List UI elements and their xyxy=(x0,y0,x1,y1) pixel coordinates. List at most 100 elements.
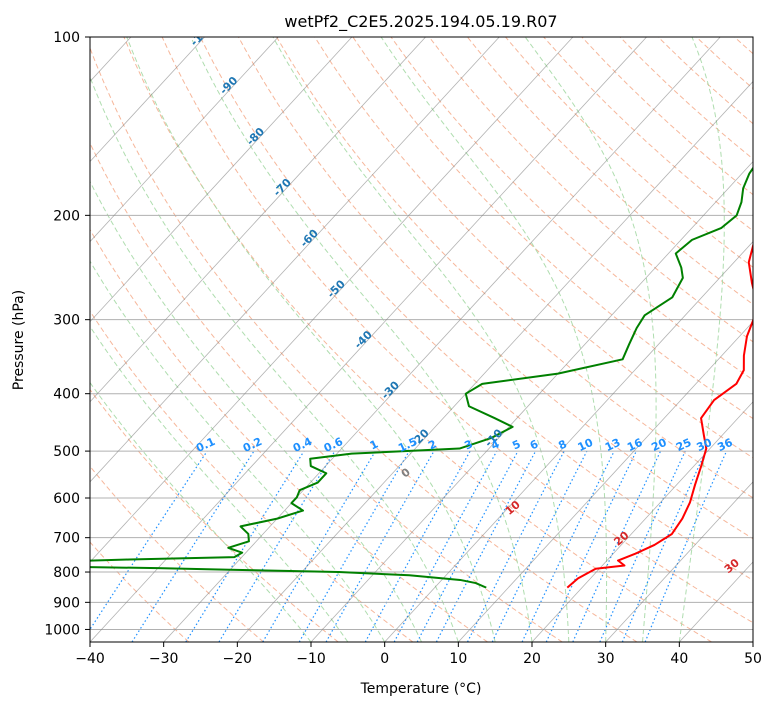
mixing-ratio-line xyxy=(416,450,519,642)
isotherm-gridline xyxy=(90,37,279,243)
dewpoint-profile-line xyxy=(90,166,753,589)
isotherm-label: -90 xyxy=(217,74,240,97)
mixing-ratio-label: 0.4 xyxy=(291,435,314,455)
isotherm-gridline xyxy=(90,37,426,403)
x-tick-label: −20 xyxy=(223,651,253,667)
dry-adiabat-line xyxy=(90,46,638,642)
temperature-profile-line xyxy=(566,242,753,589)
plot-frame xyxy=(89,36,754,643)
isotherm-label: -60 xyxy=(298,227,321,250)
dry-adiabat-line xyxy=(428,37,753,343)
mixing-ratio-line xyxy=(521,450,615,642)
dry-adiabat-line xyxy=(90,465,264,642)
dry-adiabat-line xyxy=(352,37,753,420)
mixing-ratio-label: 25 xyxy=(674,436,693,454)
isotherm-gridline xyxy=(90,37,647,642)
chart-title: wetPf2_C2E5.2025.194.05.19.R07 xyxy=(284,12,557,32)
isotherm-gridline xyxy=(752,641,753,642)
line-labels: -100-90-80-70-60-50-40-30-20 -100.1 0.2 0.4… xyxy=(188,37,742,576)
y-tick-label: 400 xyxy=(53,387,80,403)
isotherm-gridline xyxy=(163,37,721,642)
isotherm-gridline xyxy=(679,561,753,642)
moist-adiabat-line xyxy=(90,180,422,642)
isotherm-gridline xyxy=(237,80,753,642)
y-tick-label: 600 xyxy=(53,491,80,507)
isotherm-gridline xyxy=(384,241,753,642)
mixing-ratio-line xyxy=(393,450,498,642)
dry-adiabat-line xyxy=(695,37,753,90)
x-tick-label: 40 xyxy=(670,651,688,667)
profiles xyxy=(90,166,753,589)
x-tick-label: 0 xyxy=(380,651,389,667)
isotherm-gridline xyxy=(310,160,753,642)
mixing-ratio-line xyxy=(466,450,565,642)
isotherm-label: -50 xyxy=(325,277,348,300)
dry-adiabat-line xyxy=(237,37,753,540)
isobars xyxy=(90,37,753,630)
mixing-ratio-label: 8 xyxy=(556,437,568,452)
mixing-ratio-line xyxy=(325,450,435,642)
theta-label: 10 xyxy=(503,498,523,518)
moist-adiabat-line xyxy=(190,37,533,642)
mixing-ratio-label: 20 xyxy=(649,436,669,454)
dry-adiabat-line xyxy=(199,37,753,581)
moist-adiabat-line xyxy=(90,381,312,642)
mixing-ratio-line xyxy=(185,450,305,642)
mixing-ratio-line xyxy=(491,450,588,642)
y-tick-label: 700 xyxy=(53,531,80,547)
moist-adiabat-line xyxy=(126,37,496,642)
y-tick-label: 200 xyxy=(53,208,80,224)
mixing-ratio-label: 0.6 xyxy=(322,435,345,455)
isotherm-gridline xyxy=(605,481,753,642)
mixing-ratio-label: 36 xyxy=(715,436,735,454)
dry-adiabat-line xyxy=(161,37,753,624)
mixing-ratio-label: 5 xyxy=(510,437,522,452)
dry-adiabat-line xyxy=(390,37,753,381)
y-tick-label: 1000 xyxy=(44,622,80,638)
isotherm-label: -70 xyxy=(271,176,294,199)
isotherm-gridline xyxy=(458,321,753,642)
moist-adiabat-line xyxy=(380,37,608,642)
dry-adiabat-line xyxy=(276,37,753,499)
y-axis-label: Pressure (hPa) xyxy=(11,290,27,390)
isotherm-gridline xyxy=(90,37,205,163)
mixing-ratio-line xyxy=(90,450,208,631)
x-tick-label: 50 xyxy=(744,651,762,667)
mixing-ratio-line xyxy=(621,450,707,642)
theta-label: 0 xyxy=(399,465,413,480)
mixing-ratio-label: 10 xyxy=(576,436,596,454)
x-axis: −40 −30 −20 −10 0 10 20 30 40 50 xyxy=(75,642,762,667)
dry-adiabat-line xyxy=(90,388,339,642)
isotherm-gridline xyxy=(0,37,57,642)
theta-label: 20 xyxy=(611,529,631,549)
dry-adiabat-line xyxy=(543,37,753,232)
x-tick-label: 20 xyxy=(523,651,541,667)
isotherm-label: -30 xyxy=(379,378,402,401)
mixing-ratio-label: 0.1 xyxy=(194,435,217,455)
isotherms xyxy=(0,37,753,642)
x-tick-label: 30 xyxy=(597,651,615,667)
isotherm-gridline xyxy=(531,401,753,642)
x-axis-label: Temperature (°C) xyxy=(360,681,482,697)
moist-adiabat-line xyxy=(524,37,657,642)
moist-adiabat-line xyxy=(90,260,386,642)
mixing-ratio-line xyxy=(218,450,336,642)
dry-adiabat-line xyxy=(90,142,563,642)
mixing-ratio-line xyxy=(644,450,728,642)
isotherm-label: -40 xyxy=(352,328,375,351)
dry-adiabat-line xyxy=(466,37,753,305)
dry-adiabat-line xyxy=(123,37,712,642)
y-tick-label: 300 xyxy=(53,313,80,329)
mixing-ratio-label: 13 xyxy=(603,436,622,454)
moist-adiabat-line xyxy=(90,75,459,642)
theta-label: 30 xyxy=(722,556,742,576)
mixing-ratio-line xyxy=(131,450,255,642)
mixing-ratio-line xyxy=(545,450,637,642)
y-tick-label: 100 xyxy=(53,30,80,46)
moist-adiabat-line xyxy=(272,37,570,642)
y-tick-label: 900 xyxy=(53,595,80,611)
x-tick-label: −40 xyxy=(75,651,105,667)
dry-adiabat-line xyxy=(90,310,414,642)
mixing-ratio-label: 30 xyxy=(695,436,715,454)
